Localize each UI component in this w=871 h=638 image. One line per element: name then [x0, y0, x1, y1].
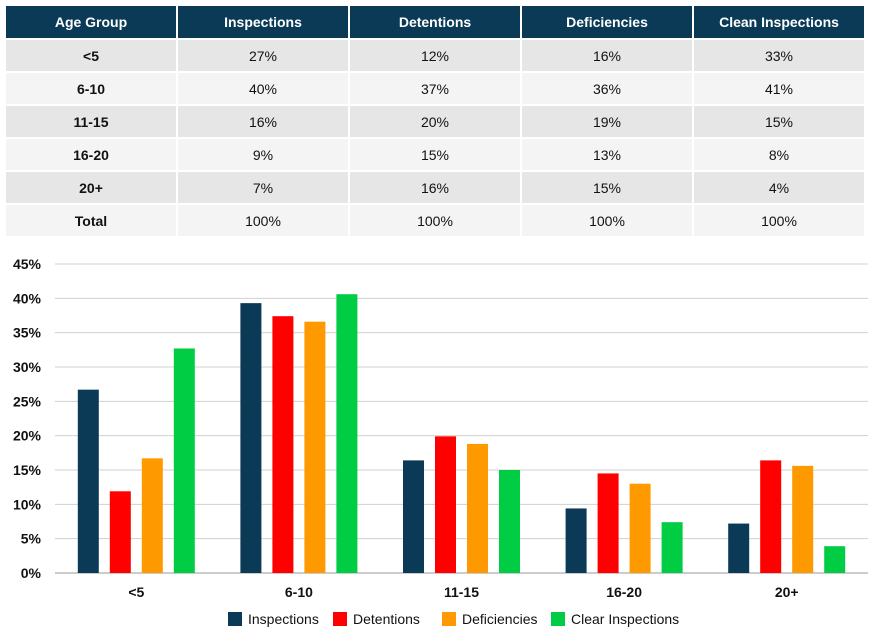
table-row: 20+ 7% 16% 15% 4%: [6, 172, 864, 203]
table-cell: 4%: [694, 172, 864, 203]
data-table: Age Group Inspections Detentions Deficie…: [4, 4, 866, 238]
table-cell: 12%: [350, 40, 520, 71]
bar-inspections: [565, 508, 587, 573]
x-tick-label: <5: [128, 584, 144, 600]
legend-swatch: [551, 612, 565, 626]
y-tick-label: 35%: [13, 325, 42, 341]
bar-inspections: [240, 303, 262, 573]
bar-deficiencies: [304, 321, 326, 573]
table-cell: 15%: [694, 106, 864, 137]
table-cell: 100%: [350, 205, 520, 236]
table-cell: 100%: [522, 205, 692, 236]
table-cell: 7%: [178, 172, 348, 203]
table-cell: 37%: [350, 73, 520, 104]
bar-deficiencies: [467, 443, 488, 573]
header-inspections: Inspections: [178, 6, 348, 38]
y-tick-label: 15%: [13, 462, 42, 478]
table-cell: 8%: [694, 139, 864, 170]
y-tick-label: 20%: [13, 428, 42, 444]
table-row: 16-20 9% 15% 13% 8%: [6, 139, 864, 170]
table-cell: 16%: [350, 172, 520, 203]
y-tick-label: 25%: [13, 393, 42, 409]
x-tick-label: 20+: [775, 584, 799, 600]
bar-inspections: [403, 460, 424, 573]
table-cell: 13%: [522, 139, 692, 170]
x-tick-label: 11-15: [444, 584, 479, 600]
table-row: <5 27% 12% 16% 33%: [6, 40, 864, 71]
table-cell: 15%: [350, 139, 520, 170]
table-cell: 33%: [694, 40, 864, 71]
header-detentions: Detentions: [350, 6, 520, 38]
table-row: 11-15 16% 20% 19% 15%: [6, 106, 864, 137]
bar-deficiencies: [141, 458, 163, 573]
table-cell: 11-15: [6, 106, 176, 137]
y-tick-label: 10%: [13, 496, 42, 512]
y-tick-label: 5%: [21, 531, 42, 547]
y-tick-label: 40%: [13, 290, 42, 306]
header-age-group: Age Group: [6, 6, 176, 38]
legend-label: Detentions: [353, 611, 420, 627]
table-cell: 36%: [522, 73, 692, 104]
table-cell: 15%: [522, 172, 692, 203]
legend-label: Inspections: [248, 611, 319, 627]
table-cell: Total: [6, 205, 176, 236]
table-cell: 16-20: [6, 139, 176, 170]
table-cell: 9%: [178, 139, 348, 170]
table-header-row: Age Group Inspections Detentions Deficie…: [6, 6, 864, 38]
legend-label: Clear Inspections: [571, 611, 679, 627]
bar-detentions: [109, 491, 131, 573]
bar-detentions: [272, 316, 294, 573]
legend-swatch: [333, 612, 347, 626]
table-row: Total 100% 100% 100% 100%: [6, 205, 864, 236]
y-tick-label: 45%: [13, 256, 42, 272]
x-tick-label: 16-20: [606, 584, 642, 600]
bar-clear-inspections: [499, 470, 520, 573]
legend-swatch: [442, 612, 456, 626]
table-cell: 19%: [522, 106, 692, 137]
header-clean-inspections: Clean Inspections: [694, 6, 864, 38]
bar-clear-inspections: [824, 546, 846, 573]
table-cell: 16%: [178, 106, 348, 137]
bar-deficiencies: [792, 465, 814, 573]
y-tick-label: 30%: [13, 359, 42, 375]
table-cell: 6-10: [6, 73, 176, 104]
table-cell: 100%: [694, 205, 864, 236]
table-row: 6-10 40% 37% 36% 41%: [6, 73, 864, 104]
table-cell: 20+: [6, 172, 176, 203]
header-deficiencies: Deficiencies: [522, 6, 692, 38]
bar-clear-inspections: [173, 348, 195, 573]
legend-label: Deficiencies: [462, 611, 537, 627]
legend-swatch: [228, 612, 242, 626]
bar-chart: 0% 5% 10% 15% 20% 25% 30% 35% 40% 45% <5 6-10 11-15 1…: [13, 256, 868, 627]
table-cell: <5: [6, 40, 176, 71]
bar-inspections: [77, 389, 99, 573]
x-tick-label: 6-10: [285, 584, 313, 600]
table-cell: 16%: [522, 40, 692, 71]
bar-deficiencies: [629, 483, 651, 573]
bar-detentions: [760, 460, 782, 573]
table-cell: 20%: [350, 106, 520, 137]
table-cell: 100%: [178, 205, 348, 236]
y-tick-label: 0%: [21, 565, 42, 581]
bar-clear-inspections: [661, 522, 683, 573]
table-cell: 27%: [178, 40, 348, 71]
bar-clear-inspections: [336, 294, 358, 573]
bar-detentions: [435, 436, 456, 573]
bar-inspections: [728, 523, 750, 573]
table-cell: 41%: [694, 73, 864, 104]
table-cell: 40%: [178, 73, 348, 104]
bar-detentions: [597, 473, 619, 573]
